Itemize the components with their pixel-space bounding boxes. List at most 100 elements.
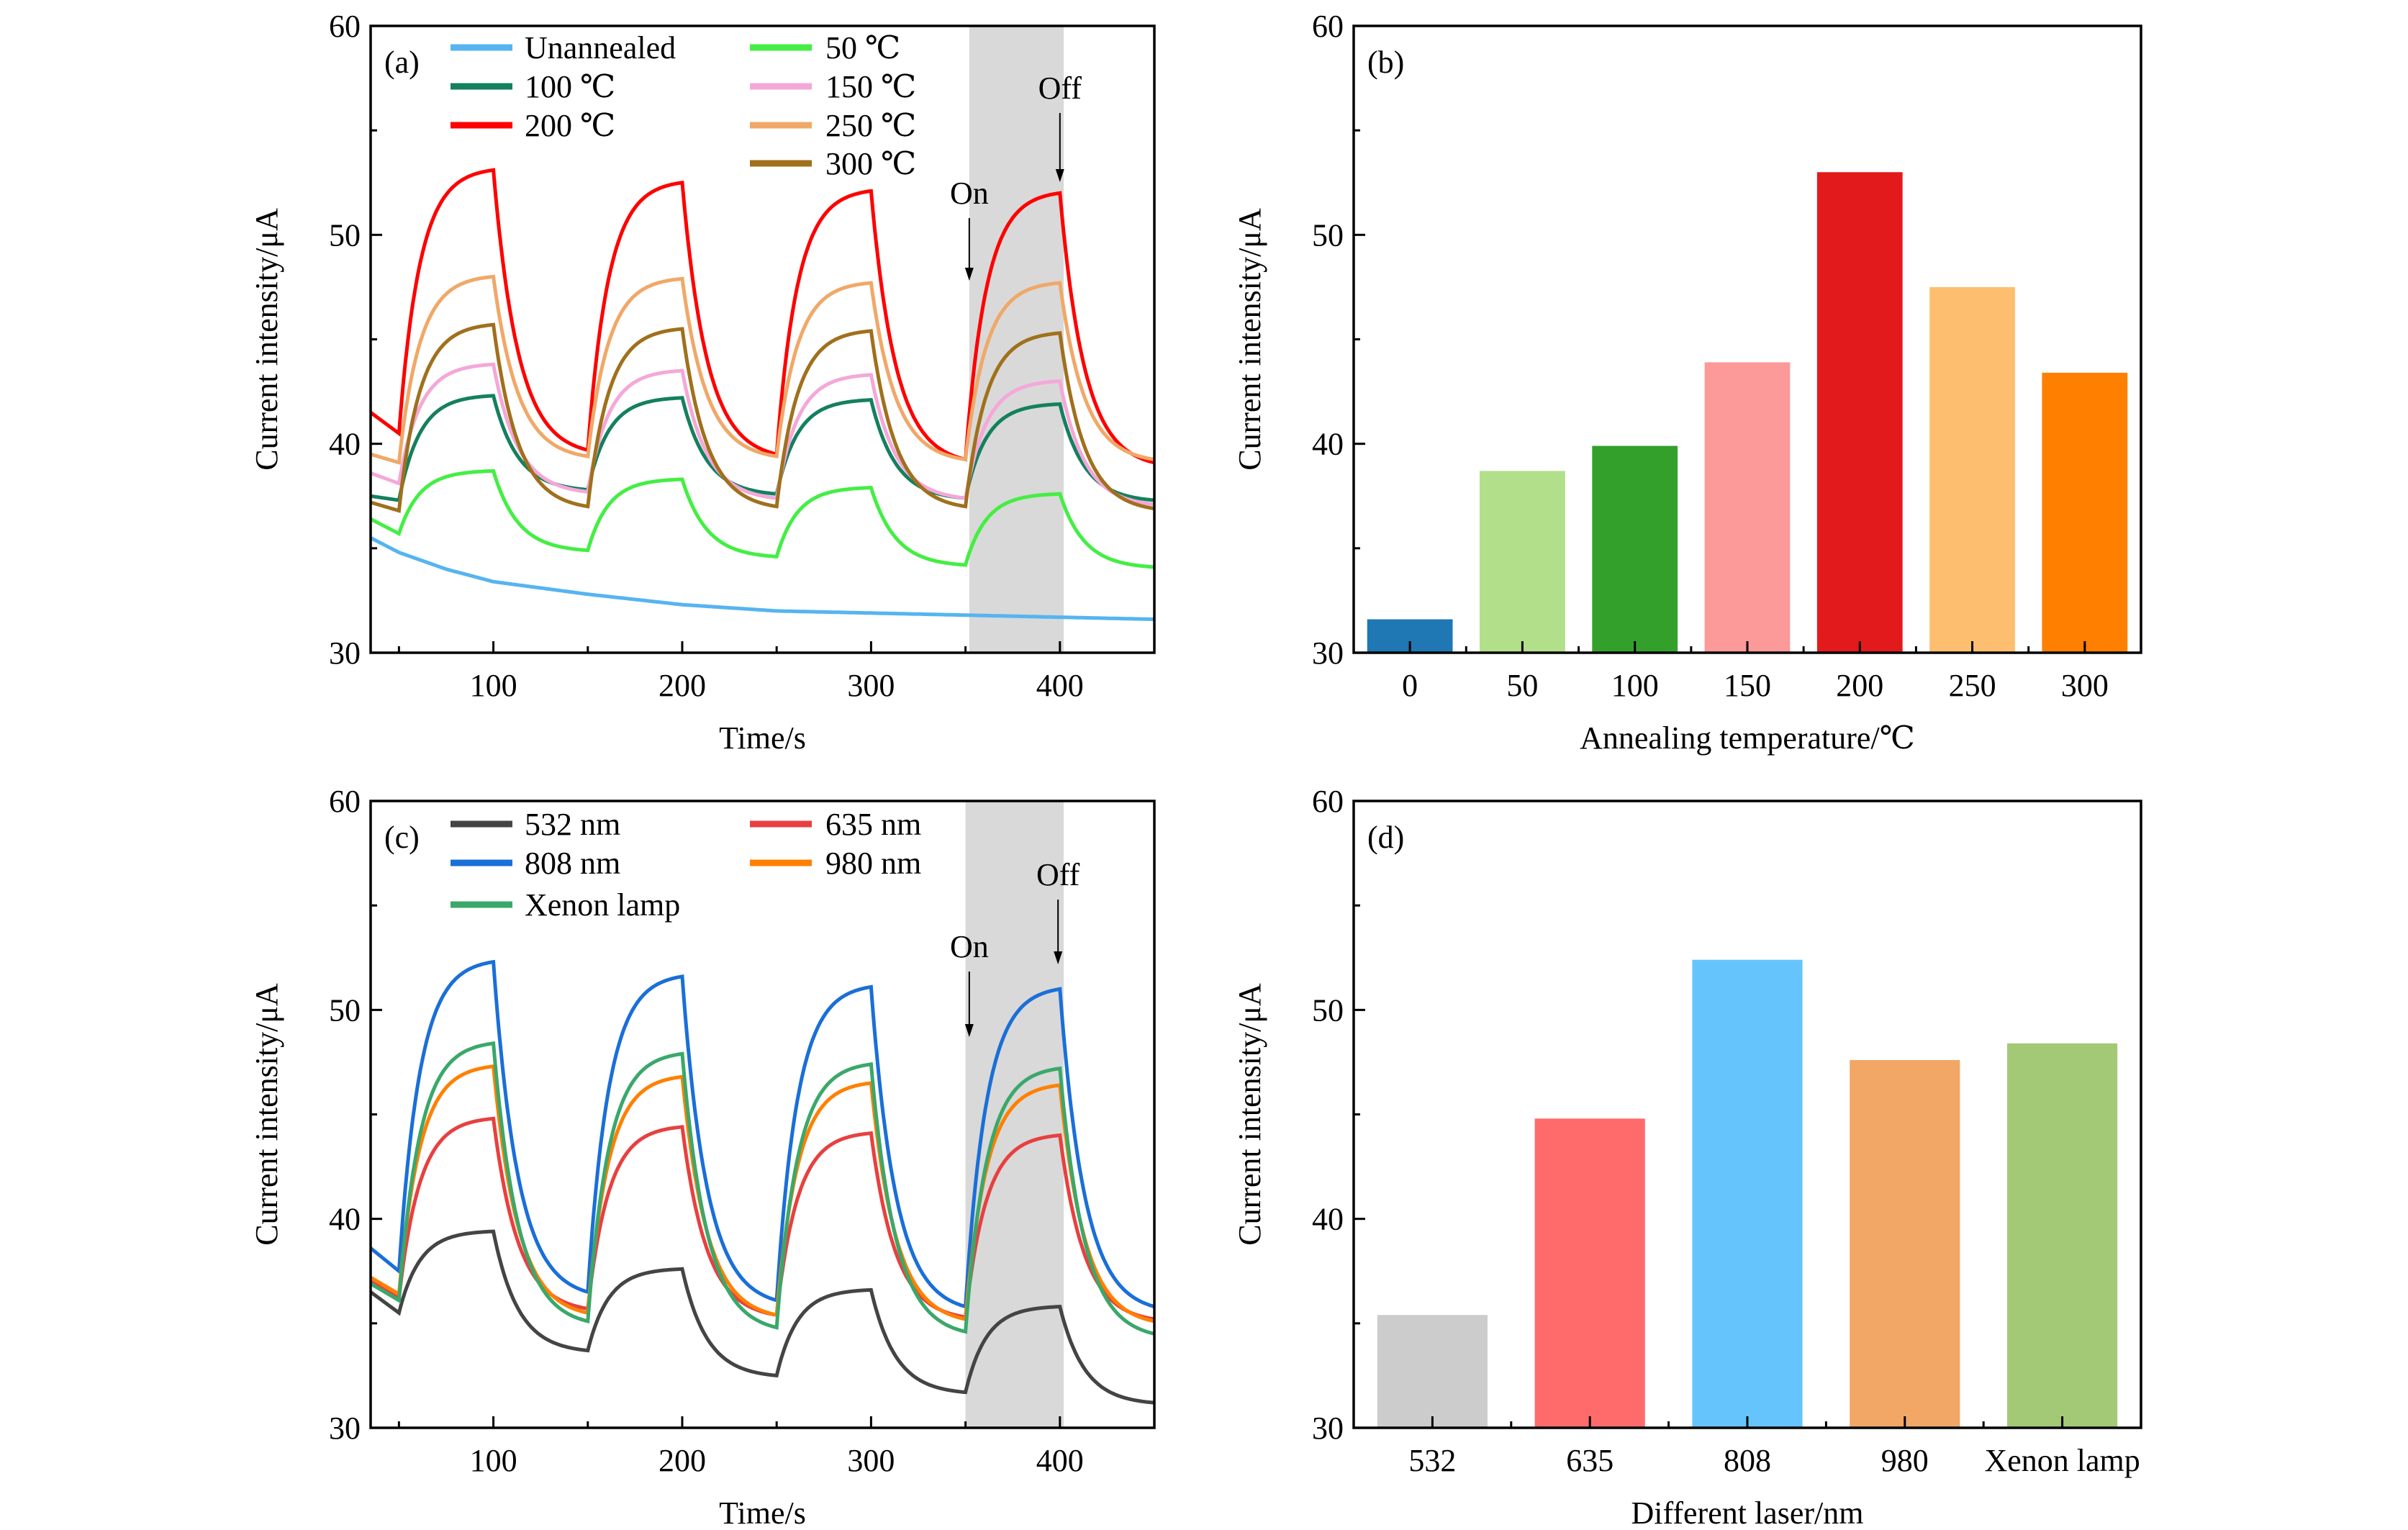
- legend-label: 808 nm: [525, 846, 620, 881]
- y-tick-label: 60: [329, 784, 361, 819]
- annotation-on: On: [950, 929, 989, 964]
- plot-frame: [369, 24, 1156, 654]
- y-tick-label: 40: [1312, 1202, 1344, 1237]
- arrow-head-icon: [1054, 951, 1063, 964]
- legend-item: Unannealed: [451, 30, 676, 65]
- y-tick-label: 50: [1312, 992, 1344, 1028]
- legend: 532 nm 808 nm Xenon lamp 635 nm 980 nm: [451, 807, 921, 923]
- annotation-off: Off: [1038, 71, 1082, 106]
- y-tick-label: 40: [1312, 427, 1344, 462]
- legend-item: 250 ℃: [750, 108, 916, 143]
- panel-label: (c): [384, 820, 420, 855]
- x-tick-label: Xenon lamp: [1984, 1443, 2140, 1478]
- annotation-off: Off: [1036, 857, 1080, 892]
- y-axis-label: Current intensity/μA: [1232, 208, 1267, 471]
- legend-label: Xenon lamp: [525, 887, 680, 923]
- series-line-unannealed: [371, 536, 1154, 621]
- arrow-head-icon: [1055, 169, 1064, 182]
- legend-item: Xenon lamp: [451, 887, 680, 923]
- legend-label: 100 ℃: [525, 69, 615, 104]
- x-tick-label: 200: [658, 1443, 706, 1478]
- x-tick-label: 300: [847, 1443, 895, 1478]
- legend-item: 150 ℃: [750, 69, 916, 104]
- legend-item: 50 ℃: [750, 30, 900, 65]
- legend-item: 532 nm: [451, 807, 620, 842]
- series-line-250: [371, 274, 1154, 466]
- x-tick-label: 0: [1402, 668, 1418, 703]
- bar-808: [1692, 959, 1803, 1428]
- x-tick-label: 50: [1506, 668, 1538, 703]
- x-axis-label: Different laser/nm: [1631, 1495, 1864, 1530]
- panel-label: (d): [1367, 820, 1404, 855]
- bar-100: [1592, 445, 1678, 653]
- bar-300: [2042, 372, 2128, 653]
- bar-150: [1704, 362, 1791, 653]
- y-tick-label: 30: [1312, 635, 1344, 671]
- x-tick-label: 200: [1836, 668, 1883, 703]
- plot-frame: [1352, 24, 2142, 654]
- legend-item: 635 nm: [750, 807, 921, 842]
- plot-frame: [369, 800, 1156, 1429]
- x-tick-label: 250: [1949, 668, 1996, 703]
- bar-980: [1850, 1060, 1960, 1428]
- legend-item: 100 ℃: [451, 69, 615, 104]
- y-tick-label: 50: [1312, 217, 1344, 253]
- legend-label: 50 ℃: [825, 30, 900, 65]
- legend-label: 532 nm: [525, 807, 620, 842]
- y-tick-label: 60: [1312, 784, 1344, 819]
- arrow-head-icon: [964, 268, 974, 281]
- x-tick-label: 300: [847, 668, 895, 703]
- series-line-532-nm: [371, 1229, 1154, 1405]
- y-tick-label: 60: [329, 9, 361, 44]
- x-axis-label: Time/s: [719, 1495, 806, 1530]
- y-tick-label: 30: [1312, 1411, 1344, 1446]
- illuminated-region: [965, 801, 1064, 1428]
- bar-250: [1929, 286, 2015, 653]
- x-tick-label: 100: [470, 668, 517, 703]
- annotation-on: On: [950, 176, 989, 211]
- x-tick-label: 980: [1881, 1443, 1929, 1478]
- legend-item: 200 ℃: [451, 108, 615, 143]
- x-tick-label: 300: [2061, 668, 2109, 703]
- legend-label: 300 ℃: [825, 146, 916, 181]
- series-line-808-nm: [371, 959, 1154, 1309]
- x-tick-label: 200: [658, 668, 706, 703]
- x-axis-label: Time/s: [719, 720, 806, 756]
- illuminated-region: [969, 26, 1064, 653]
- bar-200: [1816, 172, 1903, 653]
- series-line-xenon-lamp: [371, 1041, 1154, 1336]
- panel-d: 532 635 808 980 Xenon lamp 30 40 50 60 (d) Differe…: [1232, 784, 2142, 1530]
- y-tick-label: 40: [329, 427, 361, 462]
- y-axis-label: Current intensity/μA: [1232, 983, 1267, 1246]
- legend-item: 980 nm: [750, 846, 921, 881]
- x-tick-label: 532: [1408, 1443, 1456, 1478]
- y-tick-label: 50: [329, 217, 361, 253]
- y-axis-label: Current intensity/μA: [249, 208, 284, 471]
- x-tick-label: 400: [1036, 1443, 1084, 1478]
- legend-label: 200 ℃: [525, 108, 615, 143]
- x-axis-label: Annealing temperature/℃: [1580, 720, 1915, 756]
- legend-item: 300 ℃: [750, 146, 916, 181]
- panel-b: 0 50 100 150 200 250 300 30 40 50 60 (b) Annealing t…: [1232, 9, 2142, 756]
- series-line-300: [371, 322, 1154, 513]
- x-tick-label: 400: [1036, 668, 1084, 703]
- x-tick-label: 635: [1566, 1443, 1613, 1478]
- legend-label: 635 nm: [825, 807, 921, 842]
- y-tick-label: 50: [329, 992, 361, 1028]
- y-tick-label: 30: [329, 635, 361, 671]
- panel-label: (a): [384, 45, 420, 80]
- legend-label: 980 nm: [825, 846, 921, 881]
- plot-frame: [1352, 800, 2142, 1429]
- y-tick-label: 60: [1312, 9, 1344, 44]
- x-tick-label: 150: [1724, 668, 1771, 703]
- arrow-head-icon: [964, 1024, 974, 1037]
- bar-532: [1377, 1315, 1488, 1428]
- x-tick-label: 100: [1611, 668, 1659, 703]
- legend-label: 150 ℃: [825, 69, 916, 104]
- y-tick-label: 30: [329, 1411, 361, 1446]
- panel-label: (b): [1367, 45, 1404, 80]
- bar-635: [1534, 1118, 1645, 1428]
